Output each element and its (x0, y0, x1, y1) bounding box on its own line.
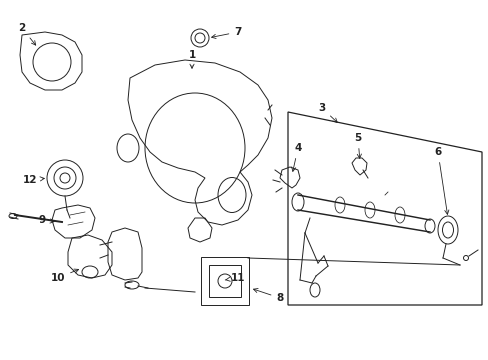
Text: 3: 3 (318, 103, 337, 122)
Text: 11: 11 (225, 273, 245, 283)
Text: 4: 4 (291, 143, 301, 171)
Text: 7: 7 (211, 27, 241, 39)
Text: 9: 9 (39, 215, 54, 225)
Text: 8: 8 (253, 288, 283, 303)
Text: 5: 5 (354, 133, 361, 158)
Text: 1: 1 (188, 50, 195, 68)
Text: 2: 2 (19, 23, 36, 45)
Text: 12: 12 (23, 175, 44, 185)
Text: 6: 6 (433, 147, 448, 214)
Text: 10: 10 (51, 269, 79, 283)
